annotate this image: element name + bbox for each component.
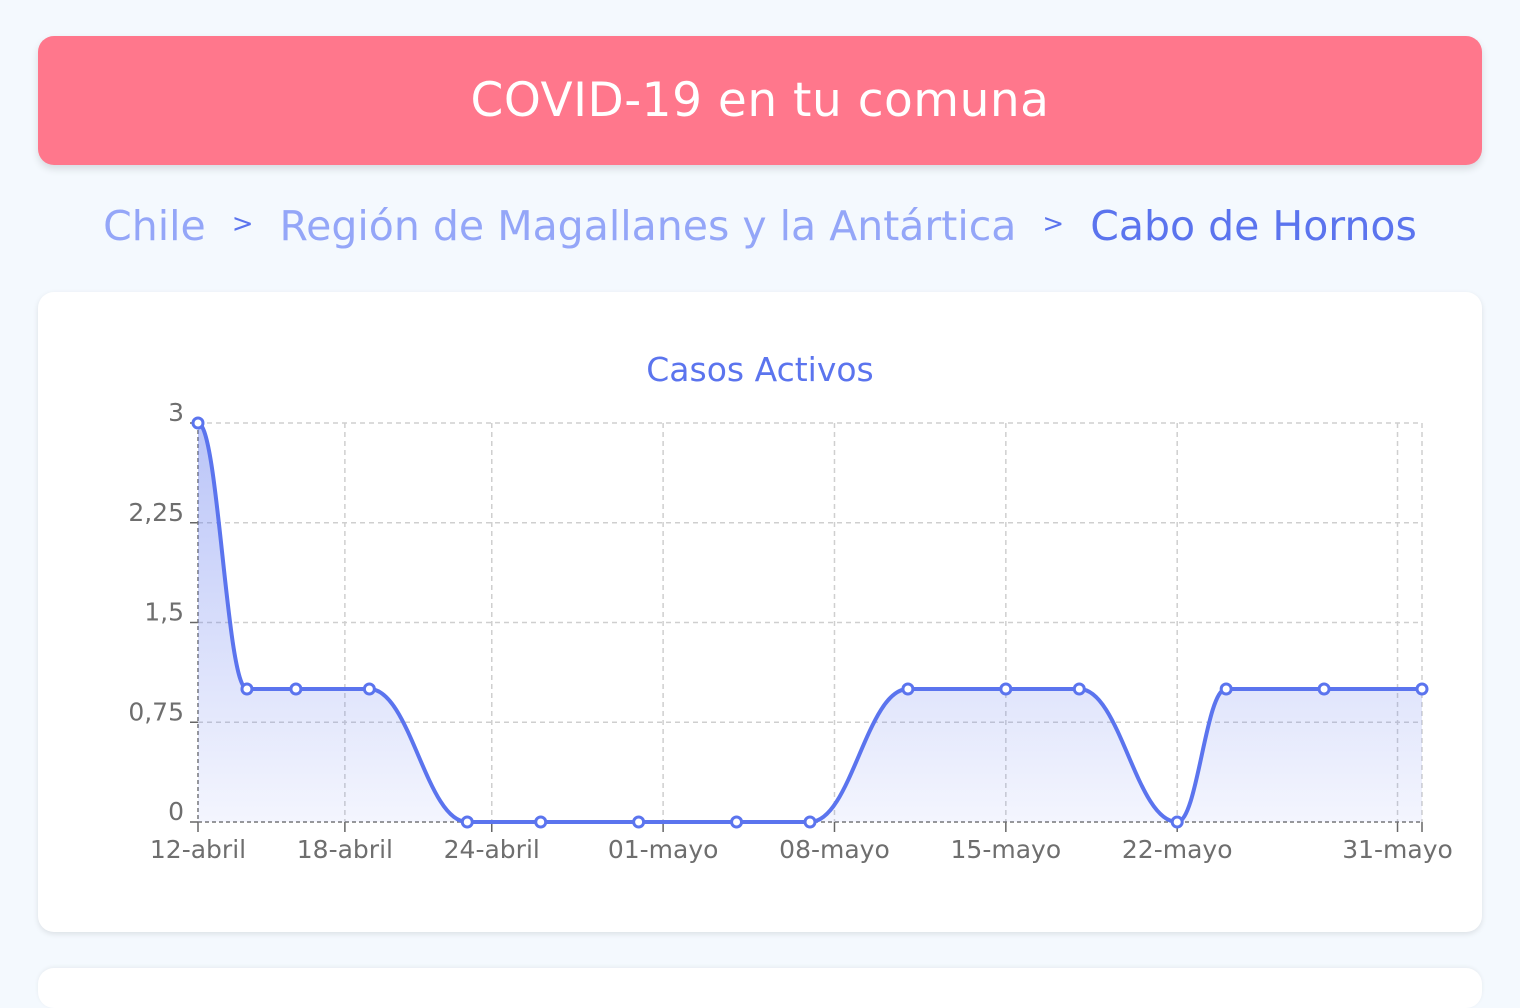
breadcrumb: Chile > Región de Magallanes y la Antárt… (0, 196, 1520, 256)
app-header: COVID-19 en tu comuna (38, 36, 1482, 165)
chart-title: Casos Activos (646, 350, 874, 389)
data-point (901, 682, 915, 696)
y-tick-label: 0,75 (128, 697, 184, 726)
chart-axes: 0 0,75 1,5 2,25 3 12-abril 18-abril 24-abril 01-… (128, 398, 1452, 864)
data-point (460, 815, 474, 829)
breadcrumb-item-region[interactable]: Región de Magallanes y la Antártica (279, 202, 1017, 250)
series-area (198, 423, 1422, 822)
active-cases-card: Casos Activos 0 0,75 1,5 2,25 3 12-abril 18-ab… (38, 292, 1482, 932)
data-point (1072, 682, 1086, 696)
x-tick-label: 01-mayo (608, 835, 719, 864)
data-point (1219, 682, 1233, 696)
breadcrumb-item-country[interactable]: Chile (103, 202, 206, 250)
data-point (534, 815, 548, 829)
next-card (38, 968, 1482, 1008)
data-point (1415, 682, 1429, 696)
x-tick-label: 12-abril (150, 835, 246, 864)
x-tick-label: 18-abril (297, 835, 393, 864)
data-point (191, 416, 205, 430)
y-tick-label: 1,5 (144, 598, 184, 627)
breadcrumb-separator-icon: > (1042, 209, 1065, 239)
x-tick-label: 22-mayo (1122, 835, 1233, 864)
x-tick-label: 31-mayo (1342, 835, 1453, 864)
x-tick-label: 08-mayo (779, 835, 890, 864)
breadcrumb-separator-icon: > (231, 209, 254, 239)
data-point (999, 682, 1013, 696)
page-title: COVID-19 en tu comuna (470, 73, 1050, 128)
y-tick-label: 2,25 (128, 498, 184, 527)
data-point (240, 682, 254, 696)
y-tick-label: 0 (168, 797, 184, 826)
data-point (289, 682, 303, 696)
data-point (1170, 815, 1184, 829)
x-tick-label: 15-mayo (951, 835, 1062, 864)
y-tick-label: 3 (168, 398, 184, 427)
active-cases-chart: Casos Activos 0 0,75 1,5 2,25 3 12-abril 18-ab… (128, 350, 1452, 864)
chart-series (191, 416, 1429, 829)
x-tick-label: 24-abril (444, 835, 540, 864)
data-point (1317, 682, 1331, 696)
data-point (730, 815, 744, 829)
breadcrumb-item-commune: Cabo de Hornos (1090, 202, 1417, 250)
data-point (362, 682, 376, 696)
series-line (196, 421, 1422, 825)
data-point (632, 815, 646, 829)
data-point (803, 815, 817, 829)
